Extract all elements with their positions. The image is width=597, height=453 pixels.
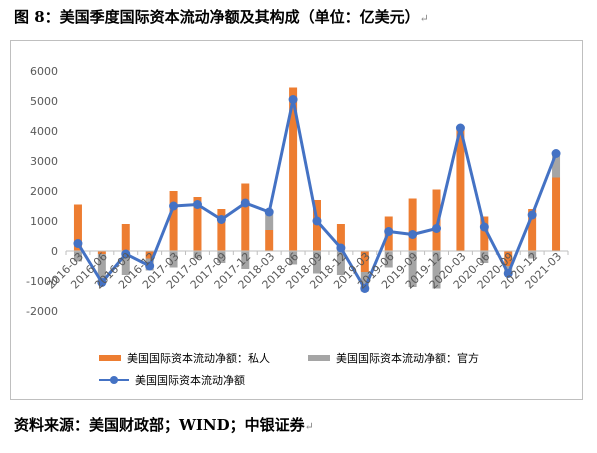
point-net	[455, 123, 465, 133]
point-net	[336, 243, 346, 253]
legend-item-net: 美国国际资本流动净额	[99, 372, 245, 388]
point-net	[264, 207, 274, 217]
bar-official	[552, 153, 561, 178]
paragraph-mark: ↵	[419, 12, 429, 25]
bar-official	[73, 251, 82, 262]
y-tick-label: -2000	[26, 305, 58, 318]
bar-official	[265, 213, 274, 230]
point-net	[288, 95, 298, 104]
bar-official	[360, 272, 369, 292]
point-net	[551, 149, 561, 158]
bar-private	[169, 191, 178, 251]
point-net	[503, 269, 513, 278]
bar-private	[145, 251, 154, 259]
legend-label-net: 美国国际资本流动净额	[135, 374, 245, 387]
y-tick-label: 5000	[30, 95, 58, 108]
bar-official	[97, 254, 106, 283]
bar-private	[552, 177, 561, 251]
bar-private	[193, 197, 202, 251]
bar-private	[121, 224, 130, 251]
bar-private	[504, 251, 513, 266]
bar-official	[432, 251, 441, 289]
source-note: 资料来源：美国财政部；WIND；中银证券↵	[14, 414, 314, 435]
bar-private	[289, 87, 298, 251]
legend-label-official: 美国国际资本流动净额：官方	[336, 352, 479, 365]
y-tick-label: 6000	[30, 65, 58, 78]
figure-caption: 图 8：美国季度国际资本流动净额及其构成（单位：亿美元）↵	[14, 6, 429, 27]
point-net	[360, 284, 370, 293]
point-net	[384, 227, 394, 236]
point-net	[169, 201, 179, 211]
bar-private	[265, 230, 274, 251]
point-net	[408, 230, 418, 239]
source-text: 资料来源：美国财政部；WIND；中银证券	[14, 416, 305, 434]
y-tick-label: 4000	[30, 125, 58, 138]
point-net	[73, 239, 83, 248]
bar-private	[456, 128, 465, 251]
bar-official	[193, 251, 202, 259]
legend-label-private: 美国国际资本流动净额：私人	[127, 352, 270, 365]
bar-official	[289, 251, 298, 265]
legend-item-official: 美国国际资本流动净额：官方	[308, 350, 479, 366]
y-tick-label: 2000	[30, 185, 58, 198]
bar-official	[480, 251, 489, 263]
bar-private	[480, 216, 489, 251]
bar-private	[360, 251, 369, 272]
legend-swatch-official	[308, 355, 330, 361]
y-tick-label: 0	[51, 245, 58, 258]
point-net	[312, 216, 322, 226]
bar-official	[121, 251, 130, 275]
figure-title: 图 8：美国季度国际资本流动净额及其构成（单位：亿美元）	[14, 8, 420, 26]
bar-private	[217, 209, 226, 251]
legend-swatch-net	[99, 375, 129, 385]
y-tick-label: 1000	[30, 215, 58, 228]
paragraph-mark: ↵	[304, 420, 314, 433]
point-net	[527, 210, 537, 220]
bar-official	[408, 251, 417, 287]
point-net	[216, 215, 226, 224]
bar-official	[169, 251, 178, 268]
point-net	[121, 249, 131, 259]
bar-private	[73, 204, 82, 251]
point-net	[479, 222, 489, 232]
legend-item-private: 美国国际资本流动净额：私人	[99, 350, 270, 366]
bar-private	[528, 209, 537, 251]
bar-private	[432, 189, 441, 251]
bar-official	[384, 251, 393, 268]
point-net	[145, 261, 155, 271]
chart: -2000-100001000200030004000500060002016-…	[26, 65, 569, 318]
bar-private	[241, 183, 250, 251]
bar-private	[408, 198, 417, 251]
point-net	[192, 200, 202, 209]
point-net	[240, 198, 250, 208]
point-net	[97, 278, 107, 287]
bar-official	[313, 251, 321, 274]
bar-official	[217, 251, 226, 263]
bar-official	[528, 251, 537, 259]
chart-frame: -2000 -1000 0 1000 2000 3000 4000 5000 6000 2016-…	[10, 40, 583, 400]
y-tick-label: 3000	[30, 155, 58, 168]
point-net	[432, 224, 442, 233]
bar-official	[336, 251, 345, 275]
legend-swatch-private	[99, 355, 121, 361]
bar-private	[97, 251, 106, 254]
bar-private	[336, 224, 345, 251]
bar-official	[241, 251, 250, 269]
y-tick-label: -1000	[26, 275, 58, 288]
